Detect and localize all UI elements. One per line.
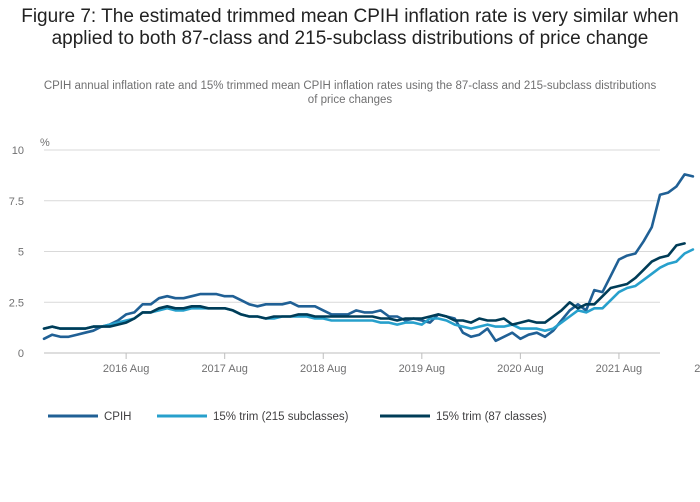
series-lines [42, 173, 695, 343]
y-tick-label: 10 [12, 145, 24, 157]
x-tick-label: 2018 Aug [300, 363, 347, 375]
series-line-CPIH [42, 173, 695, 343]
legend-label-trim215: 15% trim (215 subclasses) [213, 411, 349, 423]
gridlines [44, 149, 660, 354]
x-tick-label: 2019 Aug [399, 363, 446, 375]
legend: CPIH 15% trim (215 subclasses) 15% trim (8… [48, 411, 547, 423]
y-tick-label: 0 [18, 348, 24, 360]
legend-label-CPIH: CPIH [104, 411, 131, 423]
x-tick-label: 2016 Aug [103, 363, 150, 375]
chart-title: Figure 7: The estimated trimmed mean CPI… [21, 6, 679, 49]
y-tick-label: 5 [18, 247, 24, 259]
y-axis: % 0 2.5 5 7.5 10 [9, 137, 50, 360]
x-tick-label: 2022 Aug [694, 363, 700, 375]
x-tick-label: 2020 Aug [497, 363, 544, 375]
series-line-trim87 [42, 242, 686, 330]
y-tick-label: 7.5 [9, 196, 24, 208]
legend-label-trim87: 15% trim (87 classes) [436, 411, 547, 423]
x-axis: 2016 Aug 2017 Aug 2018 Aug 2019 Aug 2020 Aug… [103, 353, 700, 375]
x-tick-label: 2021 Aug [596, 363, 643, 375]
y-tick-label: 2.5 [9, 297, 24, 309]
chart-subtitle: CPIH annual inflation rate and 15% trimm… [43, 80, 657, 106]
x-tick-label: 2017 Aug [201, 363, 248, 375]
y-axis-unit-label: % [40, 137, 50, 149]
